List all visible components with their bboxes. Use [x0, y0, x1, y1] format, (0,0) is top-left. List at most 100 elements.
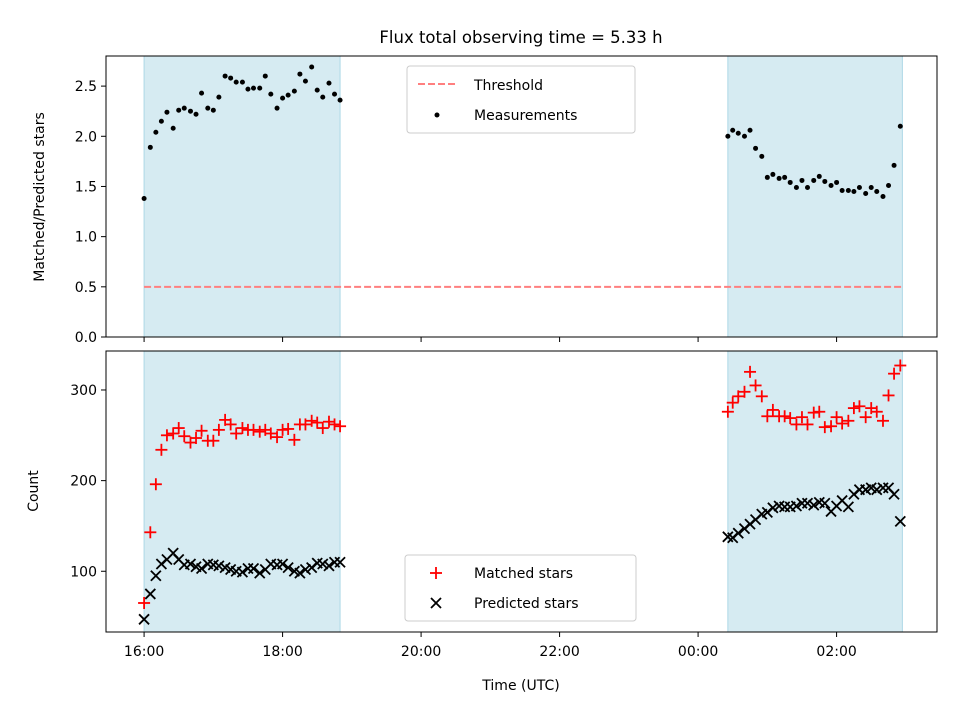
matched-star-point: [732, 390, 745, 403]
matched-star-point: [830, 411, 843, 424]
predicted-star-point: [276, 558, 289, 570]
measurement-point: [181, 105, 187, 111]
measurement-point: [886, 182, 892, 188]
matched-star-point: [801, 418, 814, 431]
bottom-observing-windows: [143, 350, 903, 633]
matched-star-point: [167, 427, 180, 440]
measurement-point: [811, 177, 817, 183]
matched-star-point: [818, 421, 831, 434]
measurement-point: [787, 179, 793, 185]
measurement-point: [320, 94, 326, 100]
measurement-point: [326, 80, 332, 86]
top-y-tick-label: 2.0: [75, 129, 97, 145]
top-x-ticks: [143, 337, 838, 342]
measurement-point: [245, 86, 251, 92]
top-observing-windows: [143, 55, 903, 338]
matched-star-point: [328, 418, 341, 431]
predicted-star-point: [323, 560, 335, 572]
bottom-axes-frame: [105, 350, 938, 633]
predicted-star-point: [790, 500, 803, 512]
measurement-point: [187, 108, 193, 114]
measurement-point: [147, 144, 153, 150]
legend-threshold-label: Threshold: [473, 78, 543, 94]
bottom-y-tick-label: 200: [70, 474, 97, 490]
predicted-stars-points: [138, 482, 906, 625]
legend-measurements-swatch: [434, 112, 440, 118]
matched-star-point: [305, 414, 318, 427]
matched-star-point: [230, 427, 243, 440]
matched-star-point: [882, 389, 895, 402]
observing-window: [727, 350, 903, 633]
measurement-point: [268, 91, 274, 97]
predicted-star-point: [138, 613, 150, 625]
matched-star-point: [178, 430, 191, 443]
matched-star-point: [144, 526, 157, 539]
x-tick-label: 00:00: [678, 644, 718, 660]
measurement-point: [228, 75, 234, 81]
bottom-y-tick-label: 300: [70, 383, 97, 399]
observing-window: [143, 55, 341, 338]
matched-star-point: [784, 412, 797, 425]
matched-star-point: [836, 417, 849, 430]
bottom-x-ticks: 16:00 18:00 20:00 22:00 00:00 02:00: [124, 632, 857, 660]
measurement-point: [302, 78, 308, 84]
legend-matched-swatch: [430, 567, 442, 579]
measurement-point: [799, 177, 805, 183]
legend-predicted-swatch: [430, 597, 442, 609]
measurement-point: [770, 171, 776, 177]
matched-star-point: [276, 423, 289, 436]
measurement-point: [805, 184, 811, 190]
measurement-point: [280, 95, 286, 101]
legend-measurements-label: Measurements: [474, 108, 577, 124]
matched-star-point: [311, 416, 324, 429]
predicted-star-point: [808, 499, 820, 511]
predicted-star-point: [282, 562, 294, 574]
measurement-point: [759, 153, 765, 159]
bottom-y-tick-label: 100: [70, 564, 97, 580]
measurement-point: [793, 184, 799, 190]
measurement-point: [753, 145, 759, 151]
measurement-point: [210, 107, 216, 113]
top-legend-box: [406, 65, 636, 134]
measurement-point: [856, 184, 862, 190]
measurement-point: [782, 174, 788, 180]
predicted-star-point: [195, 562, 208, 575]
measurement-point: [874, 188, 880, 194]
measurement-point: [158, 118, 164, 124]
matched-star-point: [744, 365, 757, 378]
measurement-point: [314, 87, 320, 93]
measurement-point: [851, 188, 857, 194]
bottom-legend: Matched stars Predicted stars: [404, 554, 637, 622]
measurement-point: [776, 175, 782, 181]
bottom-panel: 100 200 300 16:00 18:00 20:00 22:00 00:00 02:00…: [26, 350, 938, 694]
top-y-tick-label: 0.0: [75, 330, 97, 346]
predicted-star-point: [236, 566, 249, 578]
measurement-point: [332, 91, 338, 97]
predicted-star-point: [213, 560, 225, 572]
matched-star-point: [755, 390, 768, 403]
measurement-point: [153, 129, 159, 135]
matched-star-point: [813, 405, 826, 418]
predicted-star-point: [819, 497, 831, 509]
measurement-point: [880, 194, 886, 199]
predicted-star-point: [871, 484, 883, 496]
measurement-points: [141, 64, 903, 202]
matched-star-point: [247, 423, 260, 436]
matched-star-point: [195, 424, 208, 437]
predicted-star-point: [334, 556, 346, 568]
matched-star-point: [778, 410, 791, 423]
x-tick-label: 22:00: [539, 644, 579, 660]
x-tick-label: 20:00: [401, 644, 441, 660]
matched-star-point: [282, 422, 295, 435]
measurement-point: [741, 133, 747, 139]
matched-star-point: [138, 596, 151, 609]
matched-star-point: [299, 418, 312, 431]
top-y-tick-label: 1.5: [75, 179, 97, 195]
top-axes-frame: [105, 55, 938, 338]
measurement-point: [839, 187, 845, 193]
matched-star-point: [795, 411, 808, 424]
matched-star-point: [212, 423, 225, 436]
bottom-legend-box: [404, 554, 637, 622]
observing-window: [143, 350, 341, 633]
